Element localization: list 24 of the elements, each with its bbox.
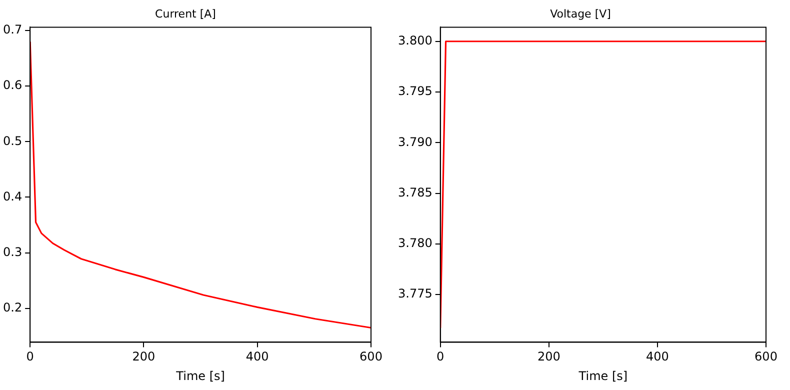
x-tick-label: 400 [246, 350, 269, 364]
x-axis-title: Time [s] [175, 368, 225, 383]
x-tick-label: 0 [436, 350, 444, 364]
y-tick-label: 0.5 [2, 134, 22, 148]
y-tick-label: 0.7 [2, 22, 22, 37]
x-tick-label: 200 [132, 350, 156, 364]
y-tick-label: 3.800 [398, 34, 432, 48]
y-tick-label: 3.790 [398, 134, 432, 149]
x-axis-title: Time [s] [578, 368, 628, 383]
chart-title: Voltage [V] [550, 7, 611, 20]
y-tick-label: 0.3 [2, 244, 22, 259]
x-tick-label: 600 [754, 350, 778, 364]
y-tick-label: 3.785 [398, 185, 432, 200]
y-tick-label: 3.780 [398, 236, 432, 250]
y-tick-label: 0.4 [2, 189, 22, 204]
x-tick-label: 400 [646, 350, 669, 364]
x-tick-label: 0 [26, 350, 34, 364]
y-tick-label: 0.6 [2, 78, 22, 92]
y-tick-label: 3.795 [398, 84, 432, 98]
x-tick-label: 200 [537, 350, 560, 364]
y-tick-label: 3.775 [398, 286, 432, 301]
chart-title: Current [A] [155, 7, 216, 20]
x-tick-label: 600 [360, 350, 382, 364]
y-tick-label: 0.2 [2, 300, 22, 314]
